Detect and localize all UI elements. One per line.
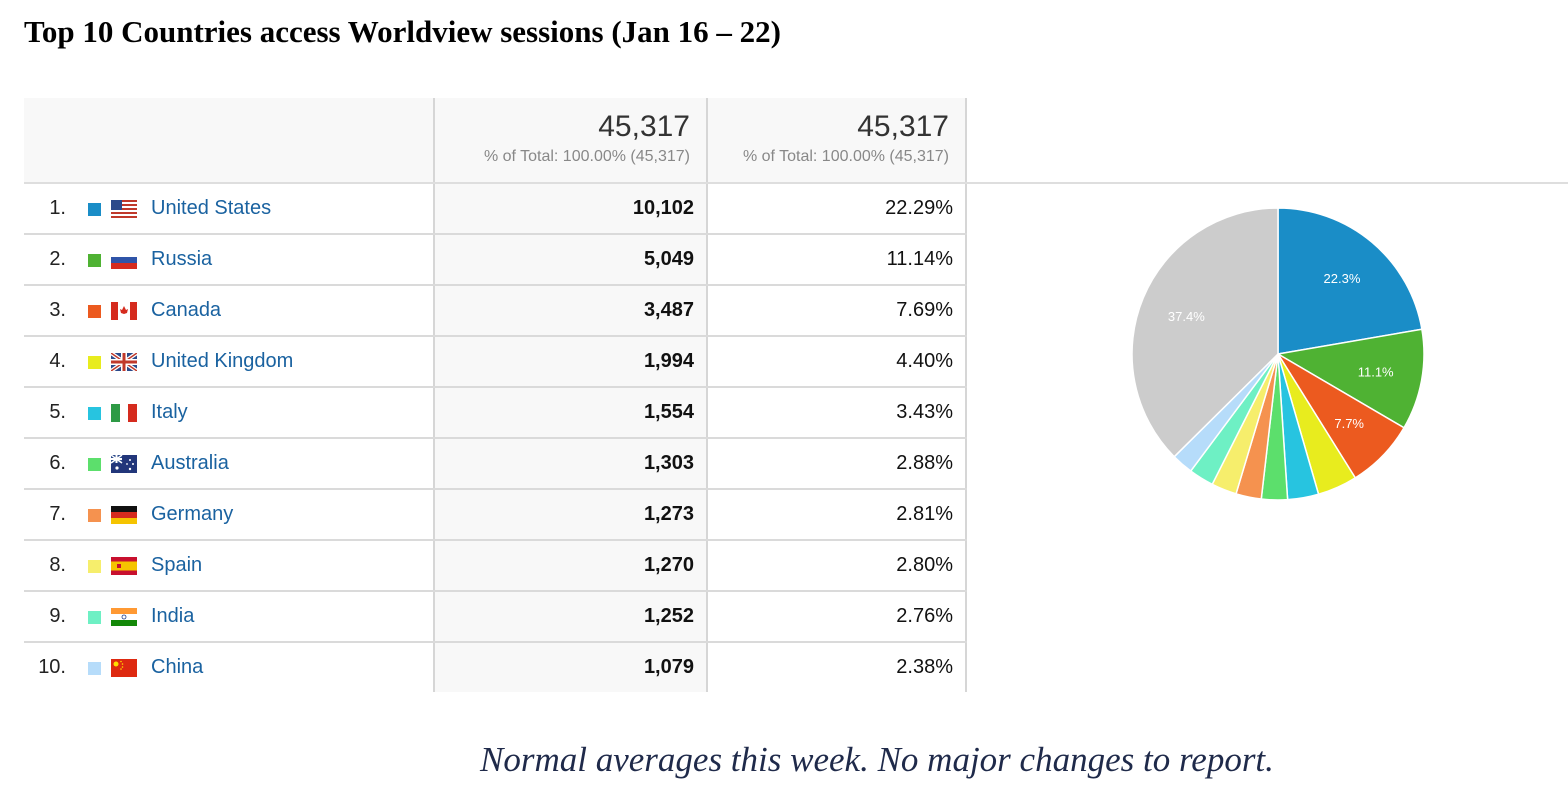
table-row: 5. Italy 1,554 3.43% (24, 388, 967, 439)
sessions-value: 1,554 (433, 388, 706, 437)
pie-slice-label: 37.4% (1168, 309, 1205, 324)
series-swatch (88, 509, 101, 522)
table-row: 4. United Kingdom 1,994 4.40% (24, 337, 967, 388)
row-rank: 2. (49, 248, 66, 270)
sessions-total-subtext: % of Total: 100.00% (45,317) (483, 148, 690, 165)
spain-flag-icon (111, 557, 137, 575)
percent-value: 4.40% (706, 337, 967, 386)
series-swatch (88, 356, 101, 369)
percent-value: 2.38% (706, 643, 967, 692)
country-link[interactable]: United States (151, 197, 272, 219)
table-row: 7. Germany 1,273 2.81% (24, 490, 967, 541)
row-rank: 7. (49, 503, 66, 525)
sessions-value: 1,303 (433, 439, 706, 488)
series-swatch (88, 203, 101, 216)
country-link[interactable]: Australia (151, 452, 229, 474)
series-swatch (88, 662, 101, 675)
row-rank: 5. (49, 401, 66, 423)
header-divider (24, 182, 1568, 184)
country-link[interactable]: Germany (151, 503, 234, 525)
sessions-value: 1,079 (433, 643, 706, 692)
country-link[interactable]: Italy (151, 401, 188, 423)
sessions-total: 45,317 (598, 110, 690, 143)
sessions-value: 10,102 (433, 184, 706, 233)
percent-value: 22.29% (706, 184, 967, 233)
india-flag-icon (111, 608, 137, 626)
us-flag-icon (111, 200, 137, 218)
pie-slice-other[interactable] (1131, 207, 1279, 458)
pie-slice-label: 7.7% (1334, 416, 1364, 431)
percent-value: 2.88% (706, 439, 967, 488)
uk-flag-icon (111, 353, 137, 371)
pie-slice-label: 22.3% (1324, 271, 1361, 286)
table-header-dimension (24, 98, 434, 183)
sessions-value: 1,270 (433, 541, 706, 590)
table-row: 6. Australia 1,303 2.88% (24, 439, 967, 490)
percent-value: 2.76% (706, 592, 967, 641)
percent-total: 45,317 (857, 110, 949, 143)
pie-slice-label: 11.1% (1358, 365, 1394, 380)
percent-value: 3.43% (706, 388, 967, 437)
country-link[interactable]: Spain (151, 554, 203, 576)
australia-flag-icon (111, 455, 137, 473)
pie-slice-russia[interactable] (1275, 328, 1425, 429)
summary-note: Normal averages this week. No major chan… (480, 740, 1274, 779)
row-rank: 9. (49, 605, 66, 627)
sessions-value: 1,252 (433, 592, 706, 641)
sessions-value: 1,994 (433, 337, 706, 386)
country-pie-chart: 22.3% 11.1% 7.7% 37.4% (1120, 196, 1436, 512)
series-swatch (88, 305, 101, 318)
sessions-value: 3,487 (433, 286, 706, 335)
row-rank: 6. (49, 452, 66, 474)
series-swatch (88, 458, 101, 471)
row-rank: 10. (38, 656, 66, 678)
table-row: 10. China 1,079 2.38% (24, 643, 967, 694)
russia-flag-icon (111, 251, 137, 269)
table-row: 9. India 1,252 2.76% (24, 592, 967, 643)
row-rank: 1. (49, 197, 66, 219)
country-link[interactable]: United Kingdom (151, 350, 294, 372)
percent-total-subtext: % of Total: 100.00% (45,317) (742, 148, 949, 165)
percent-value: 11.14% (706, 235, 967, 284)
table-row: 8. Spain 1,270 2.80% (24, 541, 967, 592)
china-flag-icon (111, 659, 137, 677)
percent-value: 7.69% (706, 286, 967, 335)
series-swatch (88, 611, 101, 624)
table-row: 2. Russia 5,049 11.14% (24, 235, 967, 286)
series-swatch (88, 560, 101, 573)
country-link[interactable]: India (151, 605, 195, 627)
country-link[interactable]: China (151, 656, 204, 678)
canada-flag-icon (111, 302, 137, 320)
row-rank: 3. (49, 299, 66, 321)
series-swatch (88, 407, 101, 420)
percent-value: 2.81% (706, 490, 967, 539)
header-percent-column[interactable]: 45,317 % of Total: 100.00% (45,317) (706, 98, 967, 183)
sessions-value: 5,049 (433, 235, 706, 284)
series-swatch (88, 254, 101, 267)
sessions-value: 1,273 (433, 490, 706, 539)
pie-slice-united-states[interactable] (1277, 207, 1423, 355)
page-title: Top 10 Countries access Worldview sessio… (24, 14, 781, 49)
italy-flag-icon (111, 404, 137, 422)
percent-value: 2.80% (706, 541, 967, 590)
table-row: 3. Canada 3,487 7.69% (24, 286, 967, 337)
country-link[interactable]: Canada (151, 299, 222, 321)
row-rank: 8. (49, 554, 66, 576)
pie-svg: 22.3% 11.1% 7.7% 37.4% (1131, 207, 1425, 501)
row-rank: 4. (49, 350, 66, 372)
header-sessions-column[interactable]: 45,317 % of Total: 100.00% (45,317) (433, 98, 706, 183)
country-link[interactable]: Russia (151, 248, 213, 270)
germany-flag-icon (111, 506, 137, 524)
table-row: 1. United States 10,102 22.29% (24, 184, 967, 235)
